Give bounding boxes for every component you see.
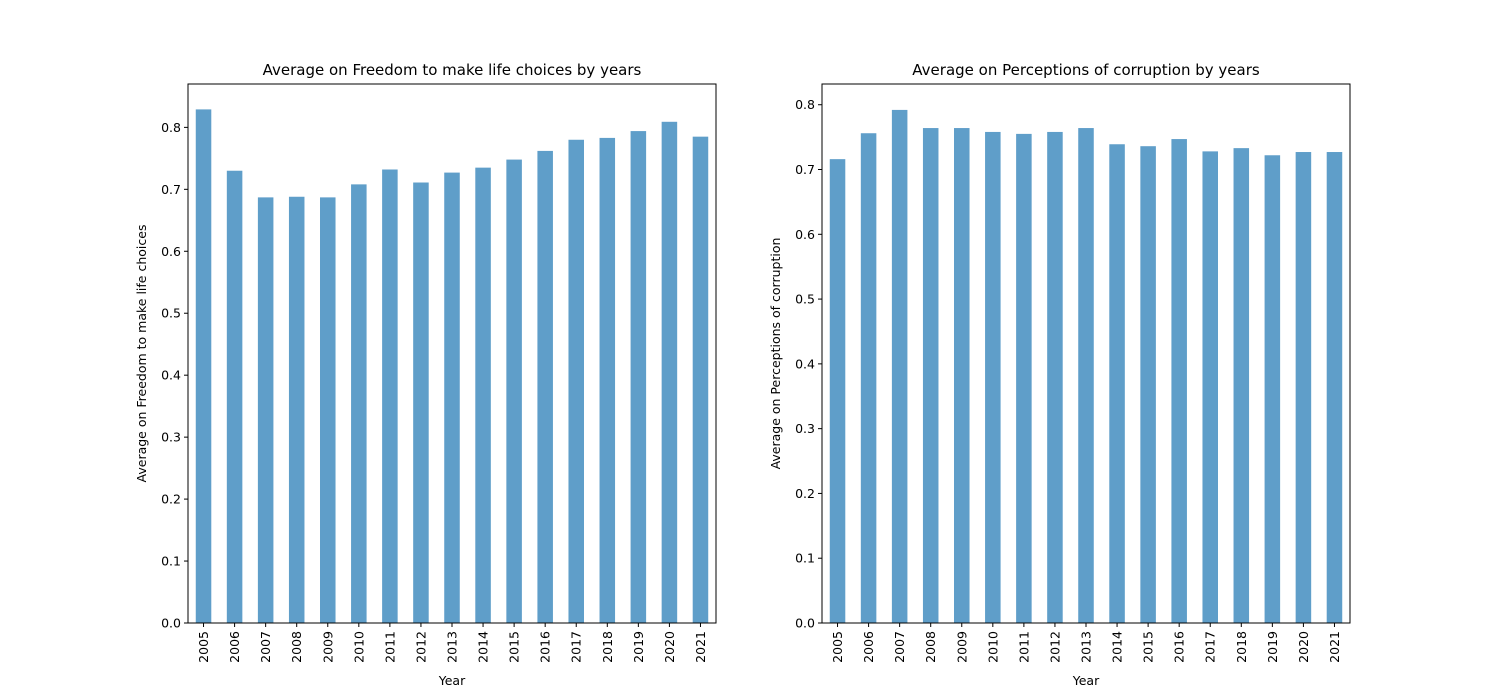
x-tick-label: 2012 xyxy=(413,631,428,663)
bar-2019 xyxy=(630,131,647,623)
bar-2007 xyxy=(257,197,274,623)
bar-2005 xyxy=(829,159,846,623)
y-tick-label: 0.0 xyxy=(161,616,181,631)
bar-2009 xyxy=(320,197,336,623)
x-tick-label: 2006 xyxy=(227,631,242,663)
x-axis-label: Year xyxy=(1072,673,1100,688)
x-tick-label: 2020 xyxy=(662,631,677,663)
bar-2008 xyxy=(288,196,305,623)
x-axis-label: Year xyxy=(438,673,466,688)
x-tick-label: 2010 xyxy=(985,631,1000,663)
y-axis-label: Average on Perceptions of corruption xyxy=(768,238,783,470)
bar-2019 xyxy=(1264,155,1281,623)
bar-2014 xyxy=(1109,144,1125,624)
y-tick-label: 0.2 xyxy=(795,486,815,501)
x-tick-label: 2011 xyxy=(1016,631,1031,663)
x-tick-label: 2008 xyxy=(923,631,938,663)
bar-2005 xyxy=(195,109,212,624)
y-axis-label: Average on Freedom to make life choices xyxy=(134,225,149,483)
bar-2011 xyxy=(1016,133,1032,623)
x-tick-label: 2016 xyxy=(538,631,553,663)
chart-title: Average on Perceptions of corruption by … xyxy=(912,61,1260,79)
bar-2017 xyxy=(568,139,584,624)
y-tick-label: 0.3 xyxy=(795,421,815,436)
bar-2020 xyxy=(661,121,678,623)
x-tick-label: 2017 xyxy=(569,631,584,663)
bar-2021 xyxy=(692,136,709,623)
x-tick-label: 2013 xyxy=(445,631,460,663)
y-tick-label: 0.0 xyxy=(795,616,815,631)
x-tick-label: 2013 xyxy=(1079,631,1094,663)
y-tick-label: 0.5 xyxy=(161,306,181,321)
bar-2006 xyxy=(226,170,243,623)
bar-2008 xyxy=(922,128,939,623)
y-tick-label: 0.6 xyxy=(161,244,181,259)
x-tick-label: 2009 xyxy=(320,631,335,663)
bar-2016 xyxy=(1171,139,1187,623)
bar-2020 xyxy=(1295,152,1312,624)
bar-2017 xyxy=(1202,151,1218,623)
bar-2012 xyxy=(1047,131,1063,623)
chart-corruption: 2005 2006 2007 2008 2009 2010 2011 2012 2013 2014… xyxy=(768,61,1351,688)
bar-2013 xyxy=(444,172,460,624)
x-tick-label: 2007 xyxy=(892,631,907,663)
x-tick-label: 2019 xyxy=(631,631,646,663)
y-tick-label: 0.7 xyxy=(795,162,815,177)
bar-2014 xyxy=(475,167,491,623)
x-tick-label: 2018 xyxy=(600,631,615,663)
x-tick-label: 2021 xyxy=(1327,631,1342,663)
bar-2010 xyxy=(351,184,367,623)
bar-2015 xyxy=(506,159,522,623)
y-tick-label: 0.4 xyxy=(161,368,181,383)
x-tick-label: 2014 xyxy=(476,631,491,663)
x-tick-label: 2012 xyxy=(1047,631,1062,663)
bar-2006 xyxy=(860,133,877,623)
bar-2012 xyxy=(413,182,429,623)
y-tick-label: 0.1 xyxy=(795,551,815,566)
x-tick-label: 2016 xyxy=(1172,631,1187,663)
x-tick-label: 2005 xyxy=(830,631,845,663)
x-tick-label: 2015 xyxy=(507,631,522,663)
y-tick-label: 0.6 xyxy=(795,227,815,242)
x-tick-label: 2019 xyxy=(1265,631,1280,663)
y-tick-label: 0.8 xyxy=(795,97,815,112)
x-tick-label: 2017 xyxy=(1203,631,1218,663)
x-tick-label: 2008 xyxy=(289,631,304,663)
x-tick-label: 2011 xyxy=(382,631,397,663)
bar-2010 xyxy=(985,131,1001,623)
x-tick-label: 2009 xyxy=(954,631,969,663)
x-tick-label: 2020 xyxy=(1296,631,1311,663)
bar-2007 xyxy=(891,109,908,624)
bar-2018 xyxy=(599,137,616,623)
x-tick-label: 2021 xyxy=(693,631,708,663)
bar-2015 xyxy=(1140,146,1156,623)
chart-freedom: 2005 2006 2007 2008 2009 2010 2011 2012 2013 2014… xyxy=(134,61,717,688)
x-tick-label: 2005 xyxy=(196,631,211,663)
x-tick-label: 2006 xyxy=(861,631,876,663)
bar-2018 xyxy=(1233,148,1250,624)
x-tick-label: 2015 xyxy=(1141,631,1156,663)
y-tick-label: 0.8 xyxy=(161,120,181,135)
y-tick-label: 0.4 xyxy=(795,356,815,371)
x-tick-label: 2007 xyxy=(258,631,273,663)
x-tick-label: 2014 xyxy=(1110,631,1125,663)
bar-2009 xyxy=(954,128,970,623)
x-tick-label: 2010 xyxy=(351,631,366,663)
bar-2011 xyxy=(382,169,398,623)
y-tick-label: 0.1 xyxy=(161,554,181,569)
bar-2013 xyxy=(1078,128,1094,623)
chart-title: Average on Freedom to make life choices … xyxy=(263,61,642,79)
bar-2021 xyxy=(1326,152,1343,624)
y-tick-label: 0.3 xyxy=(161,430,181,445)
y-tick-label: 0.2 xyxy=(161,492,181,507)
bar-2016 xyxy=(537,150,553,623)
x-tick-label: 2018 xyxy=(1234,631,1249,663)
y-tick-label: 0.5 xyxy=(795,292,815,307)
y-tick-label: 0.7 xyxy=(161,182,181,197)
